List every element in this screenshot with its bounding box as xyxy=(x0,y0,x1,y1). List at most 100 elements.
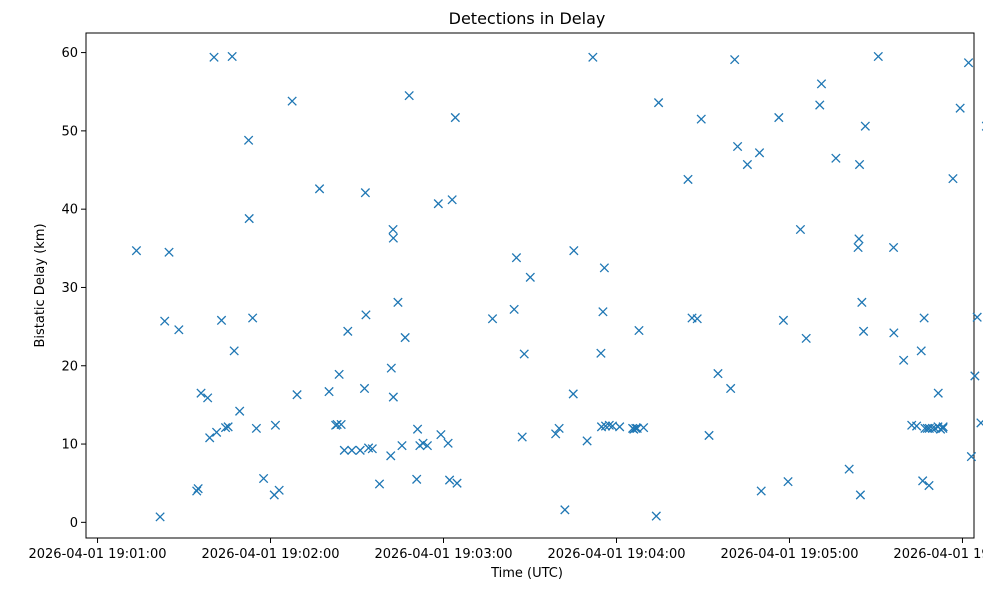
data-point xyxy=(588,52,598,62)
data-point xyxy=(509,304,519,315)
data-point xyxy=(447,195,457,205)
data-point xyxy=(976,418,983,428)
data-point xyxy=(343,326,353,336)
data-point xyxy=(889,328,899,338)
data-point xyxy=(386,451,396,461)
data-point xyxy=(726,383,736,394)
data-point xyxy=(924,480,934,491)
data-point xyxy=(631,423,641,434)
data-point xyxy=(596,348,606,358)
data-point xyxy=(359,383,370,394)
data-point xyxy=(795,224,806,235)
data-point xyxy=(422,440,433,451)
x-axis: 2026-04-01 19:01:00 2026-04-01 19:02:00 20… xyxy=(28,538,983,562)
y-tick-label: 30 xyxy=(61,281,78,296)
data-point xyxy=(193,484,203,494)
data-point xyxy=(696,114,706,124)
data-point xyxy=(653,98,664,108)
data-point xyxy=(911,421,922,431)
data-point xyxy=(227,51,237,62)
data-point xyxy=(858,326,869,336)
data-point xyxy=(436,429,446,440)
x-tick-label: 2026-04-01 19:02:00 xyxy=(201,547,339,562)
data-point xyxy=(933,388,943,398)
x-tick-label: 2026-04-01 19:04:00 xyxy=(547,547,685,562)
data-point xyxy=(938,422,948,432)
data-point xyxy=(730,54,740,65)
data-point xyxy=(778,315,789,326)
data-point xyxy=(174,325,184,335)
data-point xyxy=(774,112,784,123)
data-point xyxy=(629,424,639,434)
x-axis-title: Time (UTC) xyxy=(490,566,563,581)
data-point xyxy=(244,213,254,224)
data-point xyxy=(386,363,396,373)
data-point xyxy=(916,346,926,356)
data-point xyxy=(970,371,980,381)
data-point xyxy=(551,429,561,439)
data-point xyxy=(918,476,928,486)
data-point xyxy=(196,388,206,398)
data-point xyxy=(367,444,377,454)
y-tick-label: 10 xyxy=(61,438,78,453)
data-point xyxy=(742,159,753,170)
chart-title: Detections in Delay xyxy=(449,9,606,28)
data-point xyxy=(292,390,302,400)
data-point xyxy=(450,112,460,123)
data-point xyxy=(598,307,608,317)
data-point xyxy=(339,445,349,455)
y-tick-label: 60 xyxy=(61,46,78,61)
data-point xyxy=(963,58,974,68)
x-tick-label: 2026-04-01 19:05:00 xyxy=(720,547,858,562)
data-point xyxy=(754,148,765,158)
data-point xyxy=(229,346,239,356)
data-point xyxy=(873,51,883,62)
data-point xyxy=(361,310,371,320)
data-point xyxy=(600,421,611,431)
y-tick-label: 40 xyxy=(61,203,78,218)
data-point xyxy=(155,512,165,522)
data-point xyxy=(363,443,374,453)
data-point xyxy=(955,103,965,113)
data-point xyxy=(336,419,346,430)
data-point xyxy=(452,478,462,488)
data-point xyxy=(203,393,213,403)
data-point xyxy=(251,423,262,434)
data-point xyxy=(919,313,929,323)
data-point xyxy=(355,445,365,455)
data-point xyxy=(374,479,385,489)
data-point xyxy=(638,422,649,433)
data-point xyxy=(216,315,227,326)
data-point xyxy=(258,473,269,484)
data-point xyxy=(692,314,702,324)
data-point xyxy=(314,184,325,194)
data-point xyxy=(582,436,592,446)
y-axis: 0 10 20 30 40 50 60 xyxy=(61,46,86,531)
data-point xyxy=(560,505,570,515)
data-point xyxy=(732,141,743,152)
data-point xyxy=(920,423,930,434)
data-point xyxy=(209,52,219,62)
data-point xyxy=(855,490,866,500)
x-tick-label: 2026-04-01 19:03:00 xyxy=(374,547,512,562)
data-point xyxy=(853,242,863,253)
y-tick-label: 50 xyxy=(61,124,78,139)
data-point xyxy=(972,312,982,322)
data-point xyxy=(554,423,564,434)
data-point xyxy=(287,96,297,106)
y-tick-label: 0 xyxy=(70,516,78,531)
data-point xyxy=(511,253,522,263)
data-point xyxy=(966,451,977,462)
data-point xyxy=(223,422,233,432)
data-point xyxy=(332,419,342,430)
data-point xyxy=(243,135,254,145)
data-point xyxy=(220,422,231,433)
data-point xyxy=(651,511,661,521)
data-point xyxy=(443,438,453,448)
data-point xyxy=(831,153,841,163)
data-point xyxy=(569,245,579,256)
data-point xyxy=(388,392,398,402)
data-point xyxy=(854,159,865,170)
data-point xyxy=(854,234,864,244)
data-point xyxy=(815,100,825,110)
